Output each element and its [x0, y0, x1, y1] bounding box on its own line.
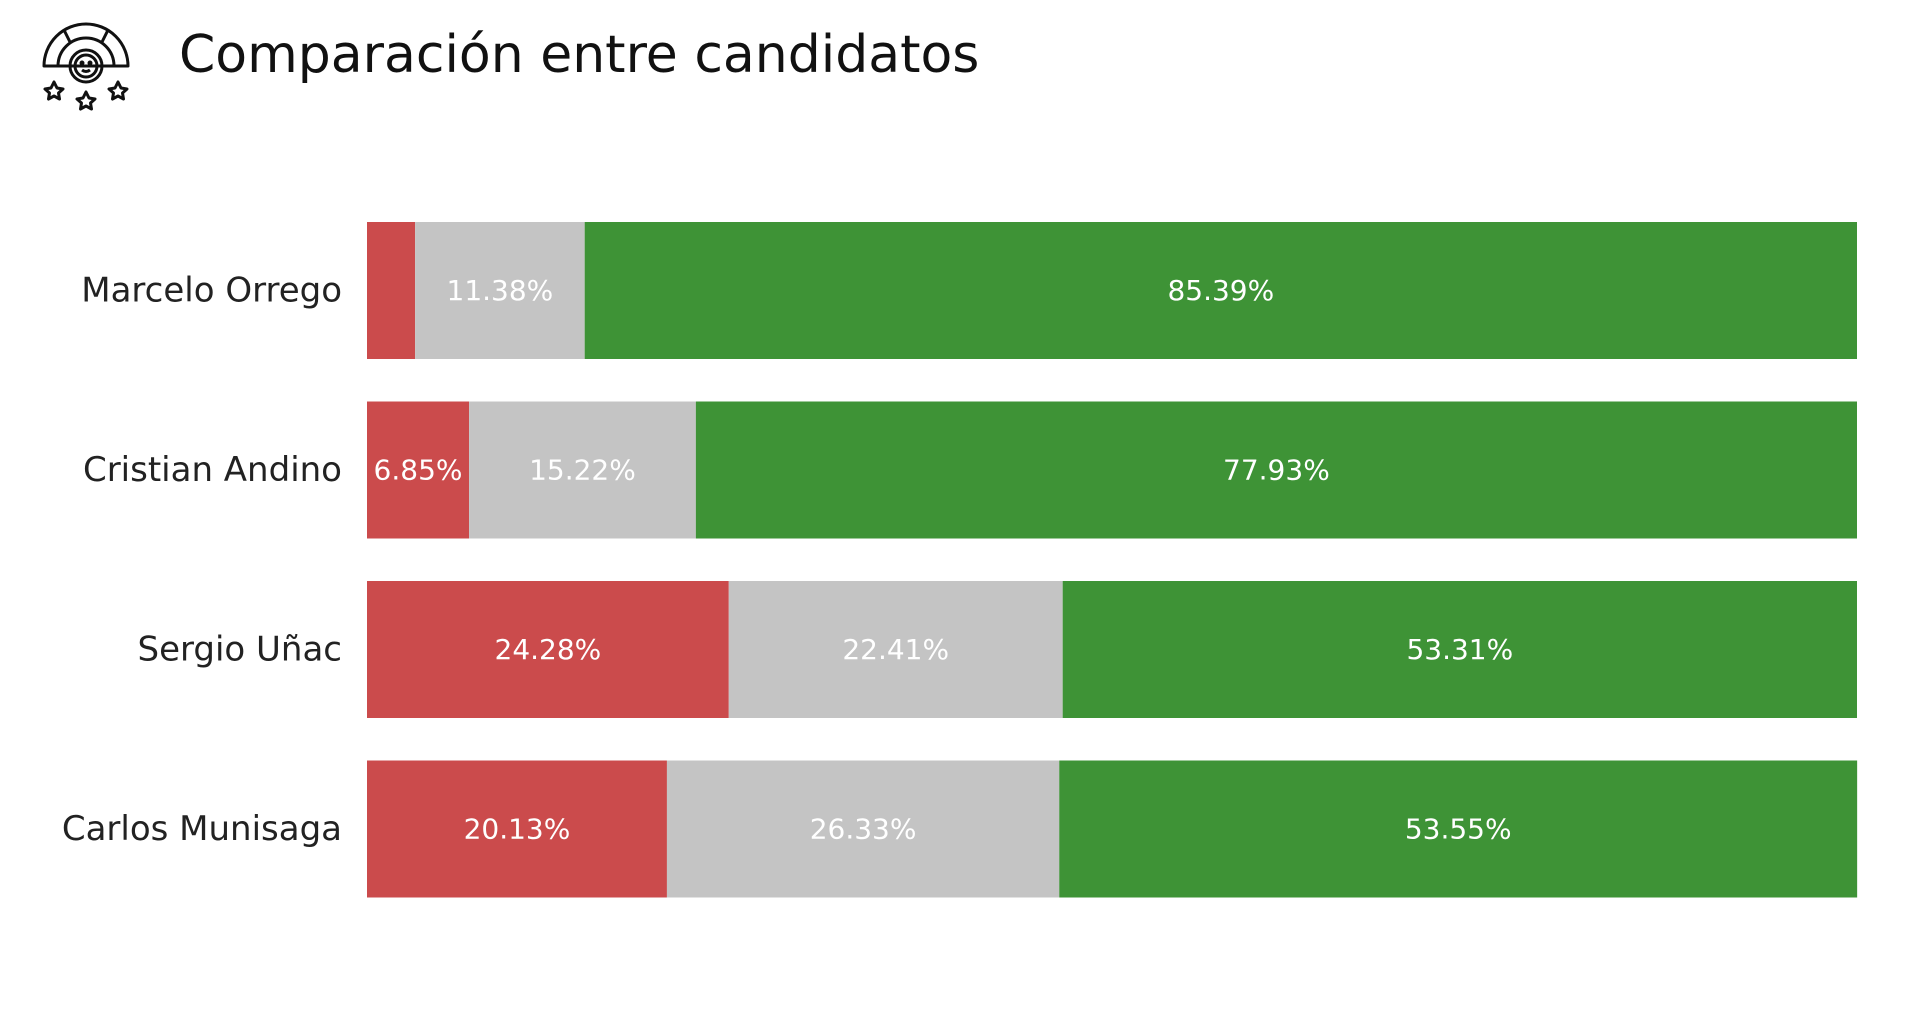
data-label: 77.93% [1223, 454, 1330, 487]
category-label: Sergio Uñac [138, 630, 342, 670]
data-label: 22.41% [842, 633, 949, 666]
bar-segment-negative [367, 581, 729, 718]
data-label: 53.31% [1406, 633, 1513, 666]
data-label: 11.38% [447, 274, 554, 307]
bar-segment-neutral [469, 401, 696, 539]
data-label: 20.13% [464, 813, 571, 846]
data-label: 15.22% [529, 454, 636, 487]
data-label: 53.55% [1405, 813, 1512, 846]
category-label: Cristian Andino [83, 450, 342, 490]
data-label: 6.85% [374, 454, 463, 487]
bar-segment-negative [367, 401, 470, 539]
rainbow-rating-icon [42, 22, 130, 111]
data-label: 85.39% [1167, 274, 1274, 307]
bar-segment-neutral [415, 222, 585, 359]
bar-segment-positive [695, 401, 1857, 539]
bar-segment-neutral [728, 581, 1063, 718]
bar-segment-positive [1062, 581, 1857, 718]
data-label: 24.28% [495, 633, 602, 666]
bar-segment-negative [367, 222, 416, 359]
page-title: Comparación entre candidatos [179, 25, 980, 85]
bar-segment-negative [367, 760, 667, 898]
bar-segment-positive [1059, 760, 1858, 898]
category-label: Marcelo Orrego [81, 271, 342, 311]
bar-segment-positive [584, 222, 1858, 359]
data-label: 26.33% [810, 813, 917, 846]
bar-segment-neutral [666, 760, 1060, 898]
category-label: Carlos Munisaga [62, 809, 342, 849]
